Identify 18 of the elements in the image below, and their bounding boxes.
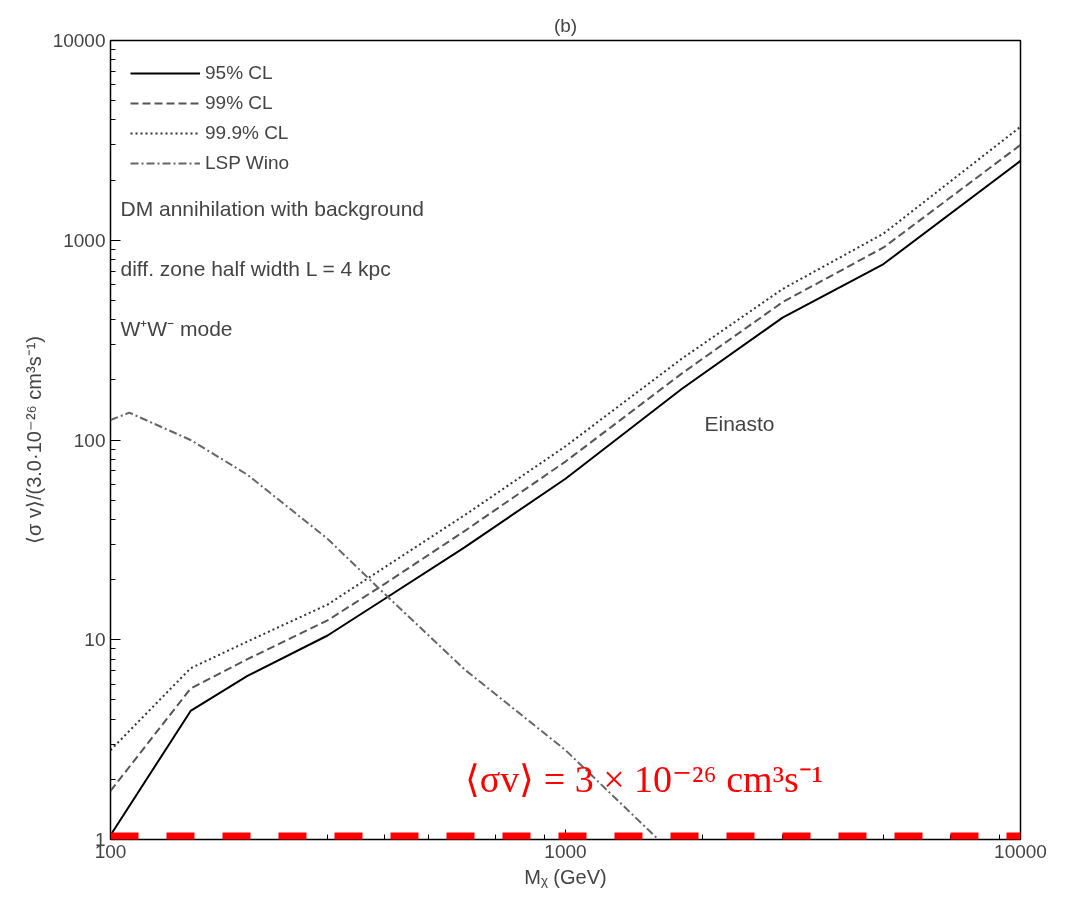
- x-tick-label: 10000: [994, 840, 1047, 862]
- y-tick-label: 10000: [52, 30, 106, 51]
- x-axis-title: Mᵪ (GeV): [524, 865, 607, 888]
- legend-label: 95% CL: [205, 61, 273, 85]
- chart-title: (b): [553, 14, 578, 36]
- annotation: DM annihilation with background: [120, 196, 425, 220]
- y-tick-label: 1000: [63, 229, 106, 251]
- annotation: diff. zone half width L = 4 kpc: [120, 256, 391, 280]
- y-tick-label: 10: [84, 629, 106, 651]
- annotation: W⁺W⁻ mode: [120, 316, 233, 340]
- annotation: Einasto: [704, 411, 775, 435]
- y-axis-title: ⟨σ v⟩/(3.0·10⁻²⁶ cm³s⁻¹): [22, 336, 45, 544]
- x-tick-label: 1000: [544, 840, 587, 862]
- legend-label: 99% CL: [205, 91, 273, 115]
- legend-label: 99.9% CL: [205, 121, 289, 145]
- annotation: ⟨σv⟩ = 3 × 10⁻²⁶ cm³s⁻¹: [464, 757, 824, 800]
- legend-label: LSP Wino: [205, 151, 290, 175]
- y-tick-label: 100: [73, 429, 106, 451]
